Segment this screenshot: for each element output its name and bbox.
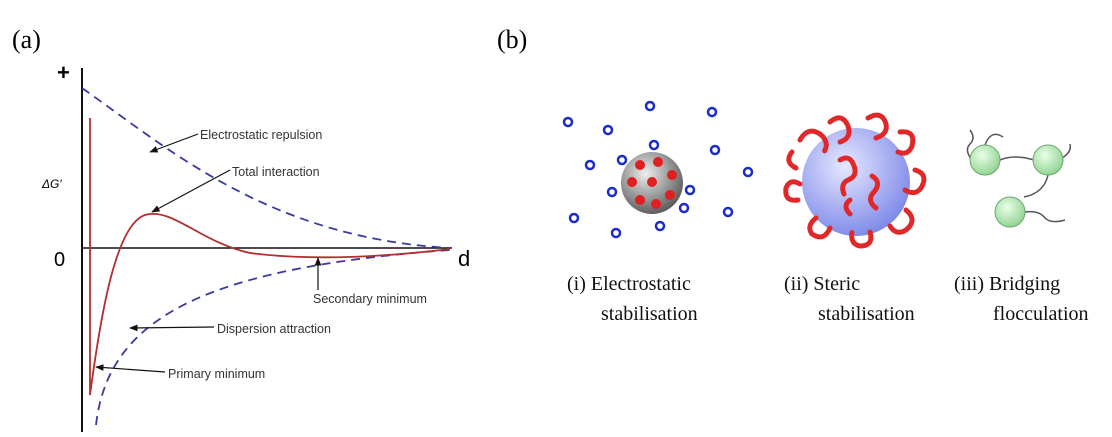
zero-label: 0	[54, 249, 65, 271]
annotation: Dispersion attraction	[217, 322, 331, 336]
y-axis-label: ΔG′	[41, 177, 62, 191]
electrostatic-illustration	[564, 102, 752, 237]
annotation: Electrostatic repulsion	[200, 128, 322, 142]
y-plus: +	[57, 60, 70, 85]
panel-label: (b)	[497, 25, 527, 54]
total-curve	[90, 118, 450, 395]
steric-illustration	[786, 115, 924, 246]
axes	[82, 68, 452, 432]
annotation: Primary minimum	[168, 367, 265, 381]
caption: stabilisation	[601, 303, 698, 325]
panel-label: (a)	[12, 25, 41, 54]
annotation: Secondary minimum	[313, 292, 427, 306]
caption: (ii) Steric	[784, 273, 860, 295]
caption: (iii) Bridging	[954, 273, 1060, 295]
caption: stabilisation	[818, 303, 915, 325]
annotation: Total interaction	[232, 165, 320, 179]
attraction-curve	[96, 250, 450, 425]
x-axis-label: d	[458, 246, 470, 271]
bridging-illustration	[967, 130, 1070, 227]
caption: flocculation	[993, 303, 1089, 325]
caption: (i) Electrostatic	[567, 273, 691, 295]
figure: (a) + ΔG′ 0 d Electrostatic repulsion To…	[0, 0, 1112, 437]
